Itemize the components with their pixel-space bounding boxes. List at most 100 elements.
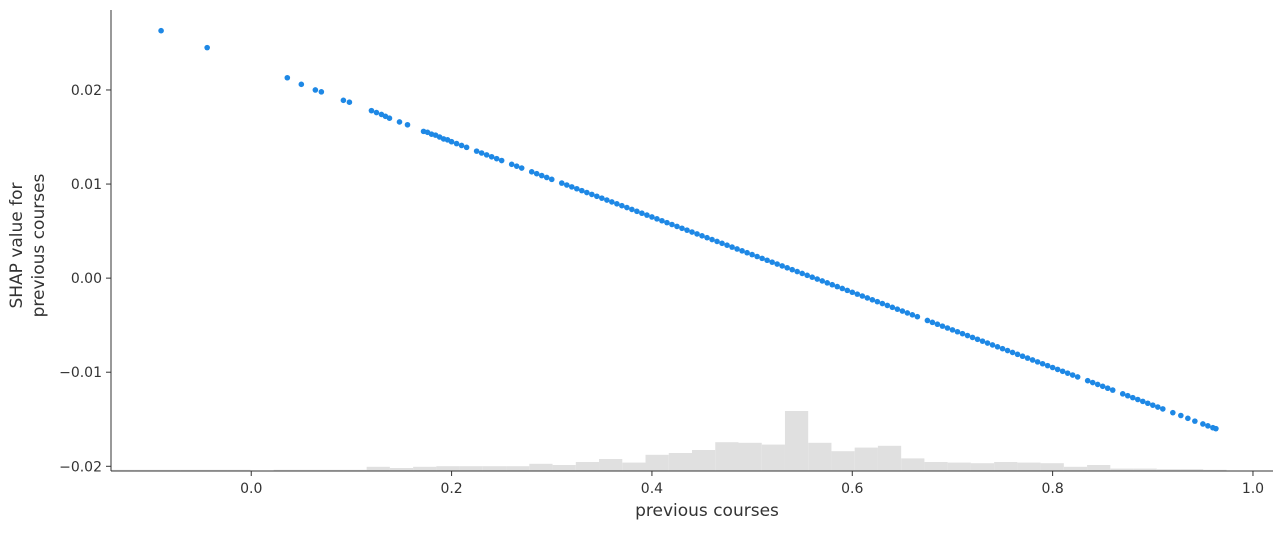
data-point [458,142,465,149]
y-axis-label-line-2: previous courses [29,173,49,317]
x-tick-label: 0.0 [240,481,262,497]
histogram-bar [1110,468,1134,471]
data-point [1149,402,1156,408]
data-point [1004,347,1011,354]
data-point [1134,396,1141,403]
histogram-bar [180,469,204,471]
data-point [1213,425,1219,432]
data-point [584,189,590,196]
data-point [934,321,941,328]
histogram-bar [994,462,1018,471]
data-point [312,87,319,93]
data-point [654,216,660,222]
data-point [204,44,210,51]
histogram-bar [1203,469,1227,471]
data-point [929,319,936,326]
data-point [969,334,976,341]
data-point [964,332,971,339]
data-point [589,191,595,198]
data-point [1024,355,1031,361]
data-point [749,251,755,258]
data-point [739,248,745,254]
histogram-bar [808,442,832,471]
data-point [849,289,856,296]
data-point [844,287,851,294]
histogram-bar [877,445,902,471]
data-point [1200,421,1206,427]
data-point [1044,362,1051,369]
data-point [679,225,685,232]
data-point [473,148,480,154]
histogram-bar [947,462,971,471]
data-point [804,272,810,279]
histogram-bar [970,463,995,471]
histogram-bar [1017,462,1041,471]
histogram-bar [715,442,739,471]
histogram-bar [296,469,321,471]
data-point [1039,360,1046,367]
data-point [528,169,535,175]
data-point [984,340,991,346]
data-point [396,119,403,125]
histogram-bar [784,411,809,471]
feature-histogram [111,411,1227,471]
histogram-bar [924,462,948,471]
data-point [483,152,490,158]
data-point [719,240,725,247]
data-point [699,232,705,239]
data-point [1170,409,1176,416]
y-axis-label-line-1: SHAP value for [7,182,27,308]
data-point [1144,400,1151,407]
data-point [463,144,470,151]
histogram-bar [901,458,925,471]
data-point [729,244,735,250]
data-point [158,27,164,34]
data-point [340,97,347,104]
x-tick-label: 0.8 [1041,481,1063,497]
histogram-bar [599,459,623,471]
histogram-bar [227,469,251,471]
data-point [453,140,460,147]
x-axis-ticks: 0.0 0.2 0.4 0.6 0.8 1.0 [240,471,1264,497]
data-point [704,234,710,241]
data-point [709,236,715,243]
data-point [1014,351,1021,358]
data-point [784,264,790,271]
data-point [664,219,670,226]
data-point [839,285,846,292]
data-point [649,214,655,220]
data-point [644,212,650,218]
y-axis-ticks: −0.02 −0.01 0.00 0.01 0.02 [59,83,111,475]
data-point [869,296,876,303]
data-point [734,246,740,252]
data-point [1104,385,1111,392]
y-tick-label: −0.01 [59,365,102,381]
x-axis-label: previous courses [635,501,779,521]
histogram-bar [692,450,716,471]
data-point [1160,406,1166,412]
data-point [994,344,1001,350]
data-point [599,195,605,201]
y-tick-label: 0.00 [71,271,102,287]
histogram-bar [622,462,646,471]
histogram-bar [459,466,483,471]
data-point [859,293,866,299]
histogram-bar [157,469,181,471]
x-tick-label: 1.0 [1242,481,1264,497]
data-point [1034,359,1041,365]
data-point [568,184,575,190]
histogram-bar [1040,463,1064,471]
x-tick-label: 0.2 [440,481,462,497]
histogram-bar [1133,468,1157,471]
histogram-bar [506,466,530,471]
data-point [689,229,695,235]
data-point [809,274,816,280]
data-point [724,242,730,249]
histogram-bar [854,447,878,471]
data-point [774,261,780,267]
histogram-bar [203,469,228,471]
data-point [864,295,871,301]
data-point [1139,398,1146,405]
data-point [999,345,1006,352]
y-tick-label: 0.02 [71,83,102,99]
